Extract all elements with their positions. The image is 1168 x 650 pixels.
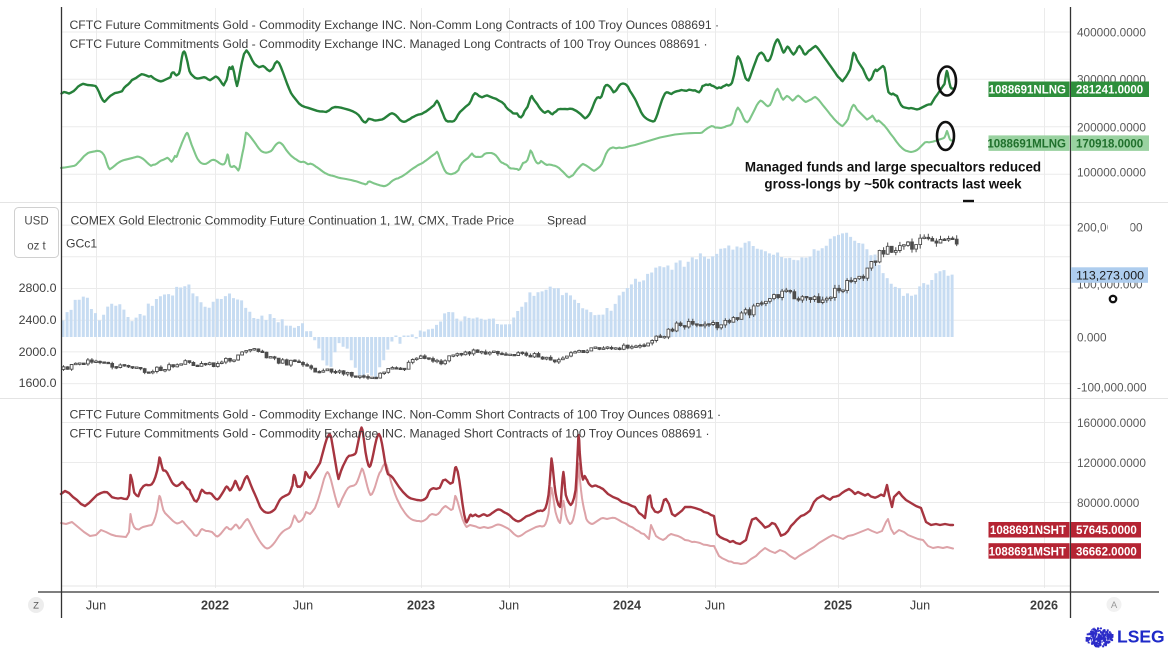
svg-text:Jun: Jun bbox=[910, 599, 930, 613]
svg-text:2000.0: 2000.0 bbox=[19, 345, 57, 359]
svg-text:CFTC Future Commitments Gold -: CFTC Future Commitments Gold - Commodity… bbox=[70, 18, 720, 32]
svg-text:GCc1: GCc1 bbox=[66, 236, 97, 250]
svg-text:1088691NLNG: 1088691NLNG bbox=[989, 85, 1066, 97]
svg-text:113,273.000: 113,273.000 bbox=[1076, 269, 1144, 283]
svg-text:CFTC Future Commitments Gold -: CFTC Future Commitments Gold - Commodity… bbox=[70, 407, 722, 421]
svg-text:Jun: Jun bbox=[499, 599, 519, 613]
svg-text:Jun: Jun bbox=[705, 599, 725, 613]
svg-text:-100,000.000: -100,000.000 bbox=[1077, 380, 1147, 394]
svg-text:CFTC Future Commitments Gold -: CFTC Future Commitments Gold - Commodity… bbox=[70, 37, 708, 51]
svg-text:1088691NSHT: 1088691NSHT bbox=[990, 525, 1066, 537]
svg-text:gross-longs by ~50k contracts: gross-longs by ~50k contracts last week bbox=[764, 177, 1022, 192]
svg-text:2800.0: 2800.0 bbox=[19, 281, 57, 295]
svg-text:1088691MLNG: 1088691MLNG bbox=[987, 139, 1066, 151]
svg-text:2024: 2024 bbox=[613, 599, 641, 613]
svg-text:170918.0000: 170918.0000 bbox=[1076, 139, 1143, 151]
svg-text:Jun: Jun bbox=[293, 599, 313, 613]
svg-text:Managed funds and large specua: Managed funds and large specualtors redu… bbox=[745, 160, 1041, 175]
svg-text:1088691MSHT: 1088691MSHT bbox=[989, 546, 1066, 558]
svg-text:COMEX Gold Electronic Commodit: COMEX Gold Electronic Commodity Future C… bbox=[71, 213, 515, 227]
svg-text:1600.0: 1600.0 bbox=[19, 376, 57, 390]
svg-text:A: A bbox=[1111, 600, 1118, 611]
svg-text:57645.0000: 57645.0000 bbox=[1076, 525, 1137, 537]
svg-text:2400.0: 2400.0 bbox=[19, 313, 57, 327]
svg-text:2026: 2026 bbox=[1030, 599, 1058, 613]
svg-text:LSEG: LSEG bbox=[1117, 627, 1165, 647]
svg-text:Jun: Jun bbox=[86, 599, 106, 613]
svg-text:CFTC Future Commitments Gold -: CFTC Future Commitments Gold - Commodity… bbox=[70, 426, 710, 440]
svg-text:oz t: oz t bbox=[27, 241, 46, 253]
svg-text:160000.0000: 160000.0000 bbox=[1077, 416, 1146, 430]
svg-text:0.000: 0.000 bbox=[1077, 330, 1107, 344]
svg-text:200000.0000: 200000.0000 bbox=[1077, 120, 1146, 134]
svg-text:Z: Z bbox=[33, 601, 39, 612]
svg-text:36662.0000: 36662.0000 bbox=[1076, 546, 1137, 558]
svg-text:2023: 2023 bbox=[407, 599, 435, 613]
svg-text:USD: USD bbox=[24, 216, 48, 228]
svg-text:2022: 2022 bbox=[201, 599, 229, 613]
svg-text:120000.0000: 120000.0000 bbox=[1077, 456, 1146, 470]
svg-text:Spread: Spread bbox=[547, 213, 586, 227]
svg-text:400000.0000: 400000.0000 bbox=[1077, 25, 1146, 39]
svg-text:80000.0000: 80000.0000 bbox=[1077, 496, 1140, 510]
svg-text:100000.0000: 100000.0000 bbox=[1077, 165, 1146, 179]
svg-text:281241.0000: 281241.0000 bbox=[1076, 85, 1143, 97]
svg-text:2025: 2025 bbox=[824, 599, 852, 613]
